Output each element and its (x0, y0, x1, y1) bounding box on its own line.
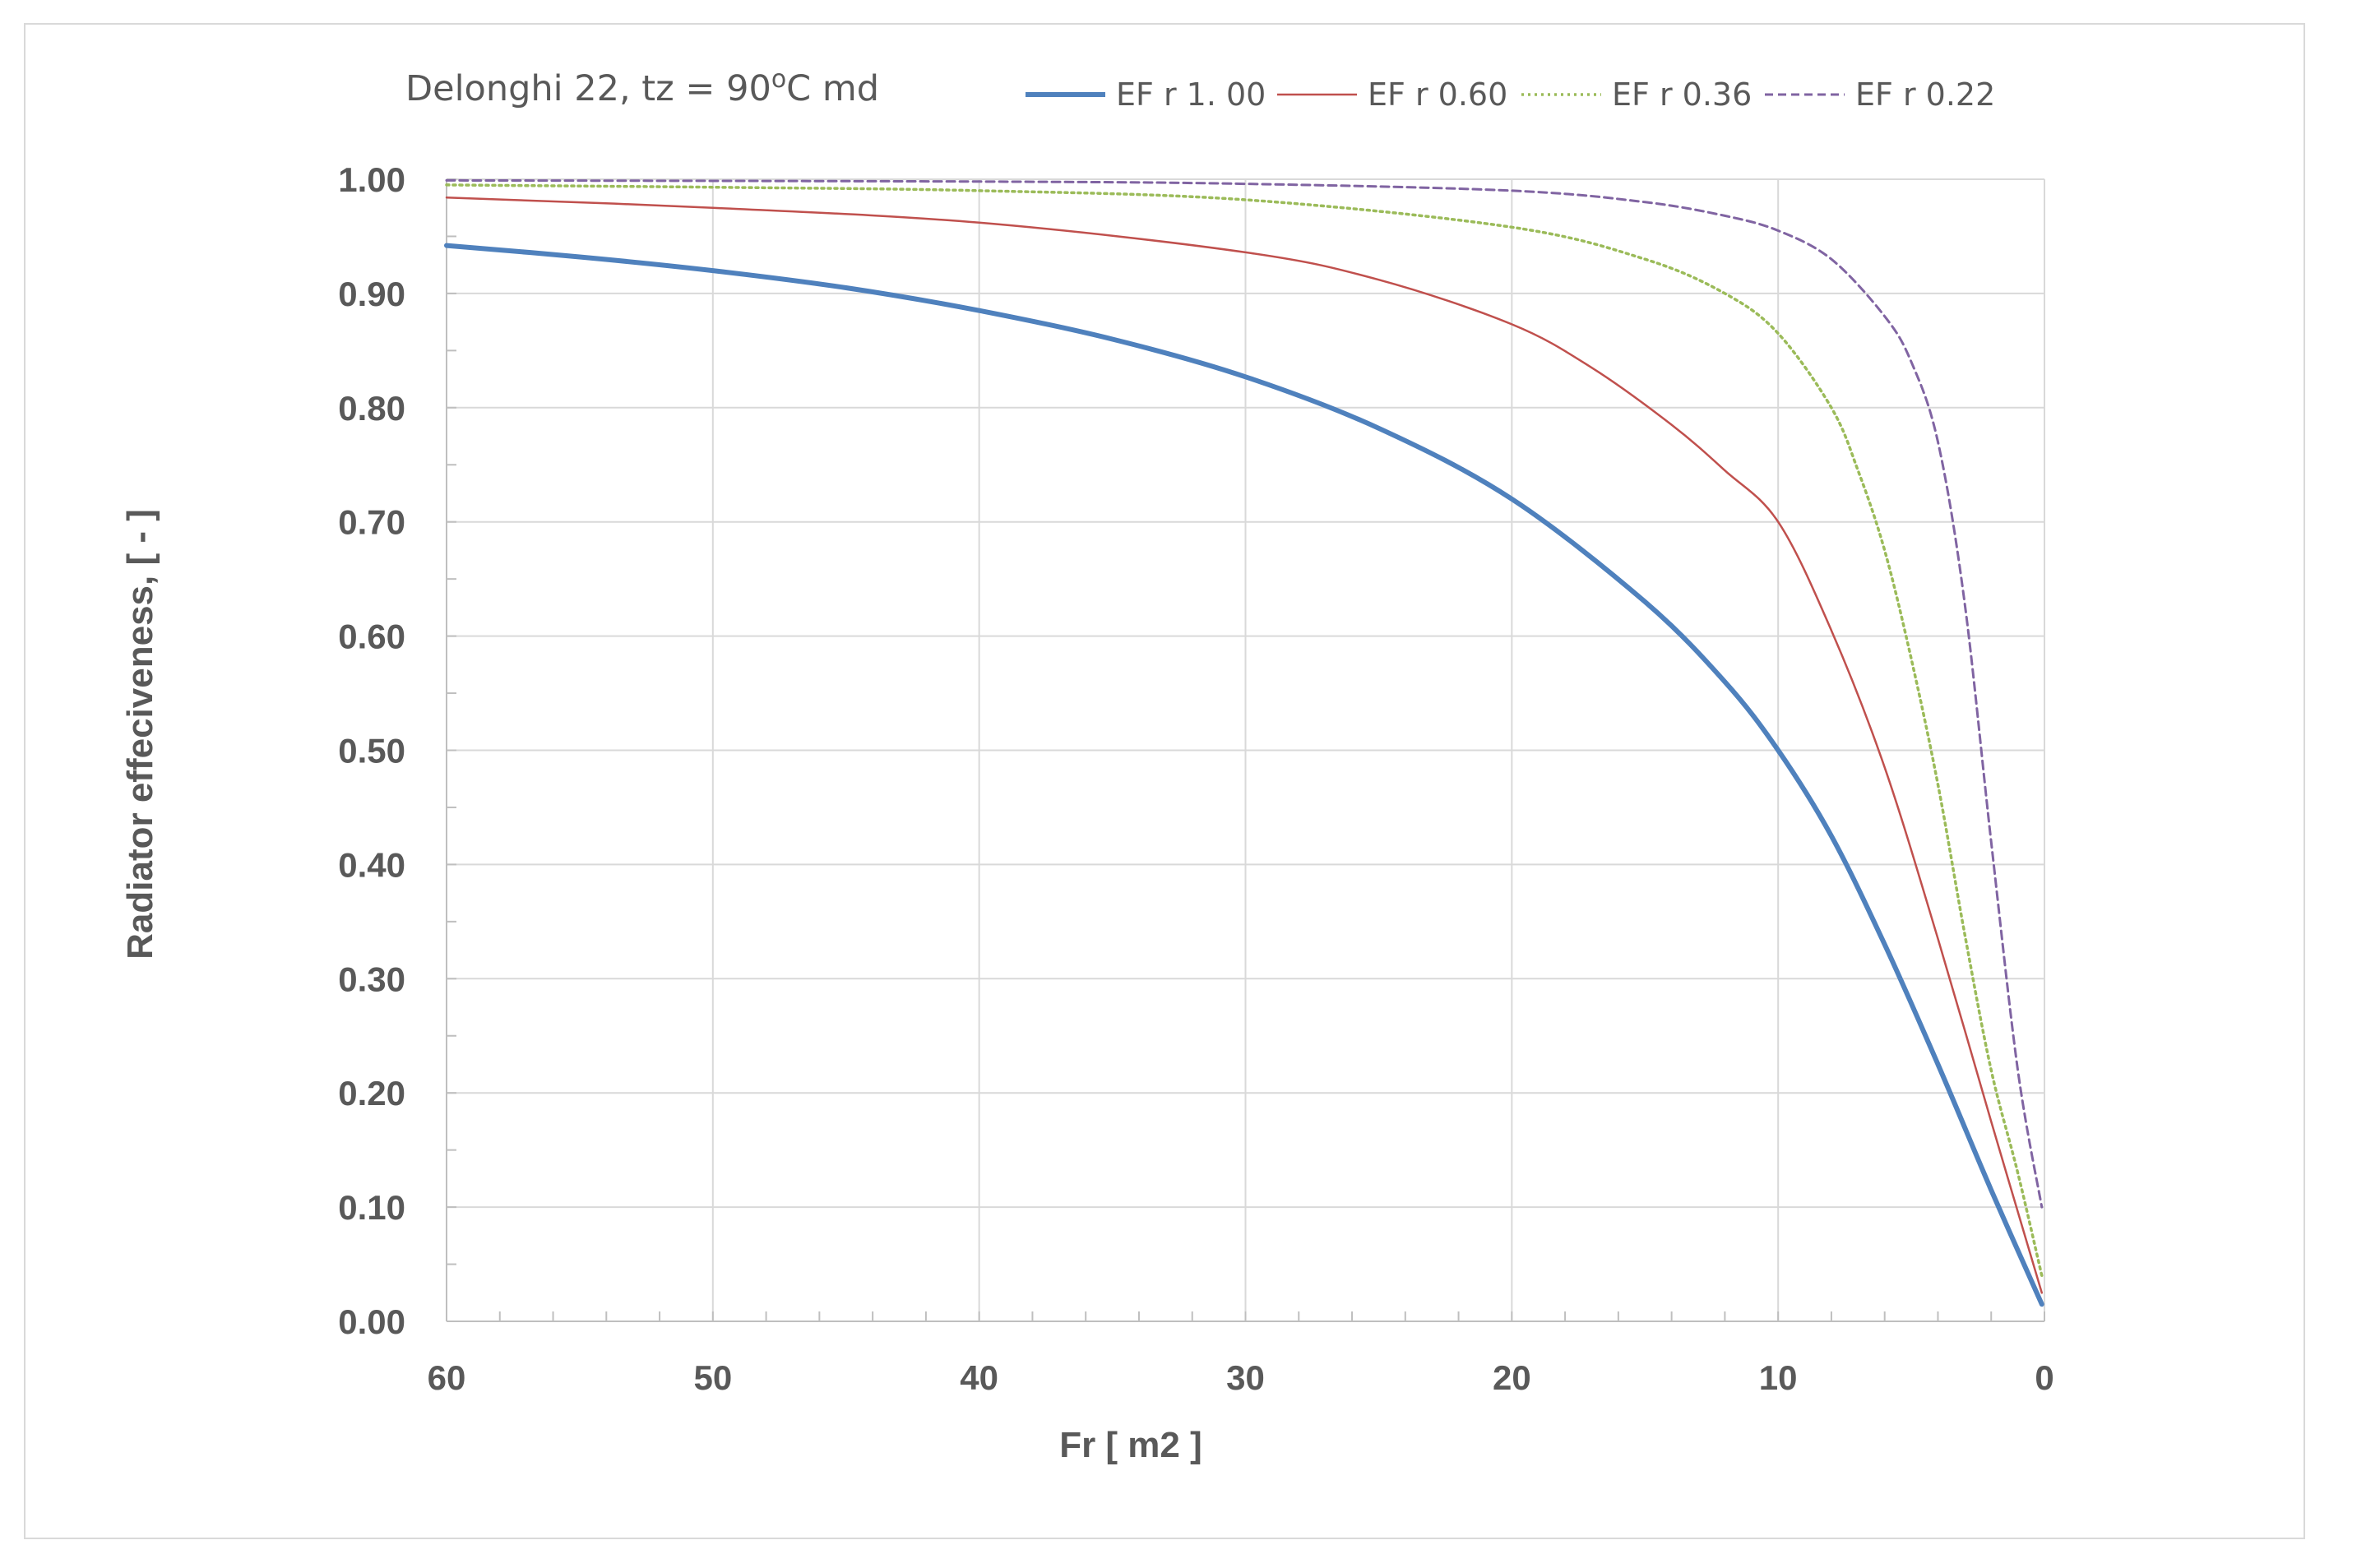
y-axis-title: Radiator effeciveness, [ - ] (120, 509, 160, 960)
chart-frame (24, 23, 2305, 1539)
y-tick-label: 0.70 (338, 503, 405, 542)
x-tick-label: 10 (1759, 1358, 1798, 1397)
tick-label-layer: 0.00 0.10 0.20 0.30 0.40 0.50 0.60 0.70 0.80 0.90… (338, 160, 2053, 1397)
x-tick-label: 0 (2035, 1358, 2053, 1397)
y-tick-label: 0.40 (338, 845, 405, 884)
legend: EF r 1. 00 EF r 0.60 EF r 0.36 EF r 0.22 (1026, 76, 1995, 113)
y-tick-label: 0.00 (338, 1302, 405, 1341)
y-tick-label: 0.80 (338, 389, 405, 428)
y-tick-label: 0.90 (338, 275, 405, 313)
y-tick-label: 0.10 (338, 1188, 405, 1227)
series-line-2 (445, 196, 2044, 1294)
legend-label-4: EF r 0.22 (1855, 76, 1995, 113)
legend-label-3: EF r 0.36 (1612, 76, 1752, 113)
x-tick-label: 40 (960, 1358, 998, 1397)
chart-title-suffix: C md (786, 68, 879, 109)
series-line-1 (444, 243, 2044, 1307)
series-layer (444, 178, 2044, 1307)
y-tick-label: 0.60 (338, 617, 405, 656)
y-tick-label: 1.00 (338, 160, 405, 199)
y-tick-label: 0.50 (338, 732, 405, 770)
series-line-3 (445, 183, 2044, 1278)
x-tick-label: 60 (428, 1358, 466, 1397)
axis-layer (446, 178, 2045, 1322)
x-tick-label: 30 (1226, 1358, 1265, 1397)
legend-label-2: EF r 0.60 (1368, 76, 1507, 113)
series-line-4 (445, 178, 2044, 1209)
chart-title-prefix: Delonghi 22, tz = 90 (405, 68, 771, 109)
y-tick-label: 0.20 (338, 1074, 405, 1112)
x-tick-label: 20 (1493, 1358, 1531, 1397)
x-axis-title: Fr [ m2 ] (1059, 1425, 1202, 1465)
chart-title: Delonghi 22, tz = 90oC md (405, 65, 879, 109)
x-tick-label: 50 (693, 1358, 732, 1397)
chart-title-superscript: o (771, 65, 786, 94)
grid-layer (446, 178, 2045, 1322)
legend-label-1: EF r 1. 00 (1116, 76, 1266, 113)
y-tick-label: 0.30 (338, 960, 405, 998)
